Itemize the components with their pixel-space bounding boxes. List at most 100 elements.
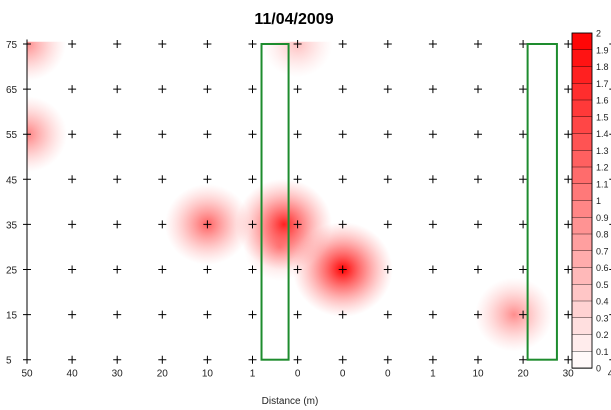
y-tick-label: 35 (6, 220, 18, 231)
grid-marker (338, 220, 347, 229)
grid-marker (158, 130, 167, 139)
heat-spot (475, 277, 554, 352)
highlight-box (260, 43, 290, 361)
grid-marker (338, 265, 347, 274)
colorbar-tick-label: 0.2 (596, 330, 609, 340)
grid-marker (428, 130, 437, 139)
grid-marker (383, 310, 392, 319)
grid-marker (113, 310, 122, 319)
grid-marker (248, 310, 257, 319)
colorbar-segment (571, 233, 593, 252)
grid-marker (293, 355, 302, 364)
colorbar-tick-label: 0.7 (596, 246, 609, 256)
grid-marker (203, 130, 212, 139)
heat-layer (27, 41, 554, 352)
grid-marker (428, 85, 437, 94)
grid-marker (338, 355, 347, 364)
grid-marker (428, 265, 437, 274)
x-tick-label: 0 (385, 369, 391, 380)
grid-marker (158, 220, 167, 229)
colorbar: 2 1.9 1.8 1.7 1.6 1.5 1.4 1.3 1.2 1.1 1 0.9 0.8 0.7 0.… (571, 29, 609, 374)
grid-marker (203, 355, 212, 364)
grid-marker (158, 355, 167, 364)
colorbar-segment (571, 133, 593, 151)
x-tick-label: 0 (340, 369, 346, 380)
grid-marker (564, 265, 573, 274)
colorbar-segment (571, 250, 593, 269)
grid-marker (519, 85, 528, 94)
grid-marker (68, 130, 77, 139)
grid-marker (564, 175, 573, 184)
highlight-box (526, 43, 558, 361)
heat-spot (262, 41, 333, 78)
colorbar-segment (571, 66, 593, 84)
grid-marker (564, 220, 573, 229)
colorbar-segment (571, 351, 593, 369)
y-tick-label: 55 (6, 130, 18, 141)
colorbar-tick-label: 0.8 (596, 230, 609, 240)
grid-marker (338, 310, 347, 319)
grid-marker (113, 265, 122, 274)
grid-marker (293, 40, 302, 48)
grid-marker (519, 220, 528, 229)
colorbar-tick-label: 0.4 (596, 297, 609, 307)
colorbar-tick-label: 1.5 (596, 112, 609, 122)
grid-marker (428, 355, 437, 364)
grid-marker (564, 85, 573, 94)
heat-spot (27, 41, 66, 82)
x-tick-label: 50 (21, 369, 33, 380)
grid-marker (68, 265, 77, 274)
colorbar-segment (571, 183, 593, 202)
grid-marker (474, 130, 482, 139)
colorbar-segment (571, 300, 593, 319)
grid-marker (383, 265, 392, 274)
grid-marker (68, 310, 77, 319)
grid-marker (248, 355, 257, 364)
colorbar-tick-label: 0.3 (596, 313, 609, 323)
grid-marker (564, 310, 573, 319)
x-tick-label: 10 (472, 369, 484, 380)
grid-marker (474, 85, 482, 94)
heat-spot (27, 96, 67, 173)
colorbar-segment (571, 217, 593, 235)
y-tick-label: 45 (6, 175, 18, 186)
colorbar-segment (571, 99, 593, 118)
grid-marker (474, 220, 482, 229)
grid-marker (68, 85, 77, 94)
colorbar-segment (571, 166, 593, 185)
grid-marker (293, 175, 302, 184)
colorbar-tick-label: 1.9 (596, 45, 609, 55)
colorbar-tick-label: 2 (596, 29, 601, 39)
colorbar-tick-label: 0.9 (596, 213, 609, 223)
grid-marker (383, 355, 392, 364)
colorbar-segment (571, 49, 593, 68)
colorbar-tick-label: 1.1 (596, 179, 609, 189)
grid-marker (158, 40, 167, 48)
grid-marker (519, 175, 528, 184)
grid-marker (474, 355, 482, 364)
grid-marker (203, 310, 212, 319)
grid-marker (203, 265, 212, 274)
x-tick-label: 1 (430, 369, 436, 380)
colorbar-segment (571, 284, 593, 302)
grid-marker (158, 175, 167, 184)
grid-marker (248, 40, 257, 48)
grid-marker (519, 265, 528, 274)
colorbar-segment (571, 32, 593, 51)
colorbar-tick-label: 1.6 (596, 96, 609, 106)
x-axis-label: Distance (m) (262, 396, 319, 407)
grid-marker (293, 130, 302, 139)
grid-marker (113, 175, 122, 184)
x-tick-label: 10 (202, 369, 214, 380)
grid-marker (113, 85, 122, 94)
colorbar-tick-label: 1.3 (596, 146, 609, 156)
colorbar-tick-label: 0 (596, 364, 601, 374)
grid-marker (293, 220, 302, 229)
x-tick-label: 0 (295, 369, 301, 380)
grid-marker (474, 175, 482, 184)
grid-marker (383, 175, 392, 184)
grid-marker (113, 40, 122, 48)
grid-marker (474, 40, 482, 48)
colorbar-segment (571, 83, 593, 101)
